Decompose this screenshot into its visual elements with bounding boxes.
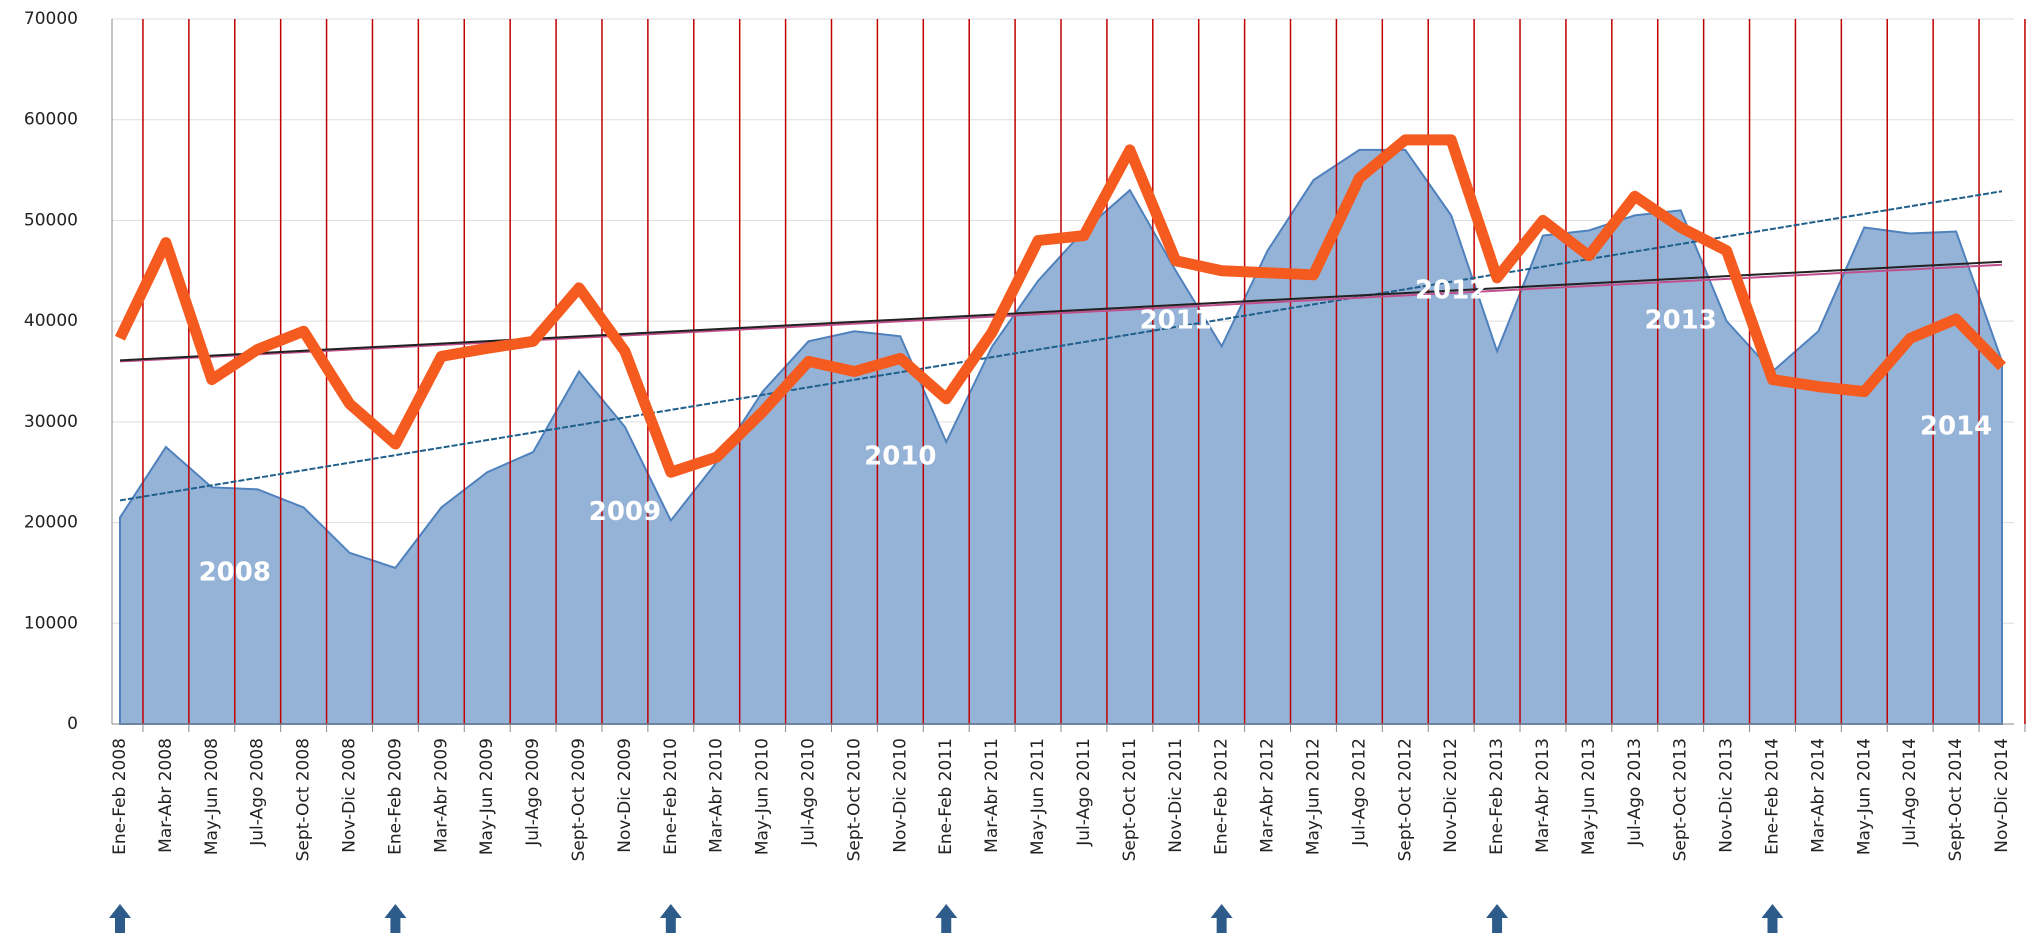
x-tick-label: Sept-Oct 2011	[1120, 738, 1140, 861]
x-tick-label: Nov-Dic 2014	[1992, 738, 2012, 853]
x-tick-label: Sept-Oct 2009	[569, 738, 589, 861]
x-tick-label: May-Jun 2009	[477, 738, 497, 855]
x-tick-label: Nov-Dic 2011	[1166, 738, 1186, 853]
x-tick-label: May-Jun 2010	[753, 738, 773, 855]
year-label: 2008	[199, 557, 271, 587]
x-tick-label: Ene-Feb 2011	[936, 738, 956, 855]
x-tick-label: Sept-Oct 2010	[844, 738, 864, 861]
x-tick-label: Jul-Ago 2011	[1074, 738, 1094, 847]
y-tick-label: 30000	[24, 412, 78, 432]
x-tick-label: Sept-Oct 2012	[1395, 738, 1415, 861]
x-tick-label: Mar-Abr 2010	[707, 738, 727, 853]
year-label: 2011	[1140, 306, 1212, 336]
x-tick-label: Sept-Oct 2013	[1671, 738, 1691, 861]
year-label: 2013	[1644, 306, 1716, 336]
x-tick-label: Jul-Ago 2008	[248, 738, 268, 847]
x-tick-label: Mar-Abr 2014	[1808, 738, 1828, 853]
x-tick-label: Mar-Abr 2009	[431, 738, 451, 853]
trendline	[119, 260, 2003, 362]
x-tick-label: May-Jun 2008	[202, 738, 222, 855]
x-tick-label: Mar-Abr 2012	[1258, 738, 1278, 853]
x-tick-label: Nov-Dic 2008	[340, 738, 360, 853]
x-tick-label: May-Jun 2013	[1579, 738, 1599, 855]
arrow	[384, 904, 407, 933]
arrow	[1486, 904, 1509, 933]
x-tick-label: Nov-Dic 2012	[1441, 738, 1461, 853]
x-tick-label: Mar-Abr 2008	[156, 738, 176, 853]
x-tick-label: May-Jun 2014	[1854, 738, 1874, 855]
x-tick-label: Sept-Oct 2008	[294, 738, 314, 861]
x-tick-label: Jul-Ago 2010	[799, 738, 819, 847]
x-tick-label: Jul-Ago 2012	[1349, 738, 1369, 847]
arrow	[1210, 904, 1233, 933]
arrow	[659, 904, 682, 933]
arrow	[1761, 904, 1784, 933]
x-tick-label: Nov-Dic 2009	[615, 738, 635, 853]
x-tick-label: Ene-Feb 2012	[1212, 738, 1232, 855]
year-label: 2010	[864, 442, 936, 472]
trendline	[119, 263, 2003, 363]
x-tick-label: May-Jun 2012	[1303, 738, 1323, 855]
line	[115, 134, 2006, 478]
x-tick-label: Nov-Dic 2010	[890, 738, 910, 853]
y-tick-label: 60000	[24, 110, 78, 130]
x-tick-label: Ene-Feb 2010	[661, 738, 681, 855]
x-tick-label: Mar-Abr 2011	[982, 738, 1002, 853]
year-label: 2012	[1415, 275, 1487, 305]
trendline	[119, 190, 2003, 502]
y-tick-label: 20000	[24, 513, 78, 533]
x-tick-label: Ene-Feb 2009	[385, 738, 405, 855]
year-label: 2014	[1920, 411, 1992, 441]
x-tick-label: Jul-Ago 2013	[1625, 738, 1645, 847]
x-tick-label: Ene-Feb 2013	[1487, 738, 1507, 855]
y-tick-label: 40000	[24, 311, 78, 331]
x-tick-label: Ene-Feb 2008	[110, 738, 130, 855]
x-tick-label: Nov-Dic 2013	[1717, 738, 1737, 853]
y-tick-label: 70000	[24, 9, 78, 29]
arrow	[935, 904, 958, 933]
y-tick-label: 50000	[24, 210, 78, 230]
x-tick-label: Mar-Abr 2013	[1533, 738, 1553, 853]
x-tick-label: Ene-Feb 2014	[1762, 738, 1782, 855]
x-tick-label: May-Jun 2011	[1028, 738, 1048, 855]
x-tick-label: Jul-Ago 2014	[1900, 738, 1920, 847]
x-tick-label: Sept-Oct 2014	[1946, 738, 1966, 861]
y-tick-label: 10000	[24, 613, 78, 633]
arrow	[109, 904, 131, 933]
y-tick-label: 0	[67, 714, 78, 734]
x-tick-label: Jul-Ago 2009	[523, 738, 543, 847]
year-label: 2009	[589, 497, 661, 527]
